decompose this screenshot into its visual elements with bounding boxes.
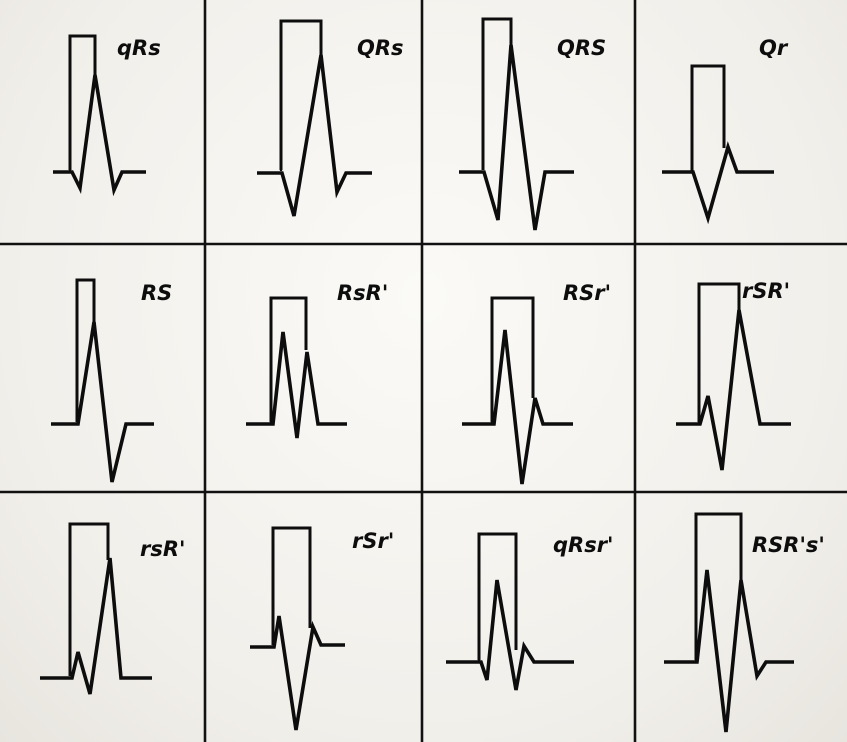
panel-qrs-10: rSr' [250, 526, 394, 731]
panel-qrs-7: RSr' [462, 281, 611, 485]
panel-qrs-1: qRs [53, 34, 161, 197]
qrs-waveform [446, 579, 574, 691]
panel-label: RSR's' [752, 533, 825, 557]
qrs-waveform [459, 44, 574, 231]
panel-label: QRs [357, 36, 404, 60]
qrs-duration-bracket [481, 17, 513, 170]
panel-qrs-3: QRS [459, 17, 606, 231]
panel-qrs-8: rSR' [676, 279, 791, 471]
qrs-duration-bracket [75, 278, 96, 422]
qrs-duration-bracket [279, 19, 323, 170]
panel-label: qRs [117, 36, 161, 60]
panel-label: Qr [759, 36, 789, 60]
panel-qrs-9: rsR' [40, 522, 185, 695]
panel-label: rsR' [140, 537, 185, 561]
panel-label: RS [141, 281, 172, 305]
qrs-waveform [462, 329, 573, 485]
qrs-waveform [676, 309, 791, 471]
qrs-duration-bracket [68, 522, 110, 676]
panel-qrs-5: RS [51, 278, 172, 483]
qrs-waveform [664, 569, 794, 733]
panel-qrs-4: Qr [662, 36, 789, 225]
qrs-waveform [51, 321, 154, 483]
panel-qrs-12: RSR's' [664, 512, 825, 733]
panel-qrs-6: RsR' [246, 281, 388, 439]
qrs-waveform [257, 54, 372, 217]
qrs-waveform [250, 615, 345, 731]
panel-label: RsR' [337, 281, 388, 305]
panel-label: rSr' [352, 529, 394, 553]
panel-label: RSr' [563, 281, 611, 305]
qrs-duration-bracket [477, 532, 518, 660]
qrs-waveform [40, 557, 152, 695]
panel-qrs-2: QRs [257, 19, 404, 217]
qrs-waveform [662, 141, 774, 225]
panel-label: QRS [557, 36, 606, 60]
panel-qrs-11: RSR's' qRsr' [446, 532, 614, 691]
qrs-waveform [53, 74, 146, 197]
panel-label: rSR' [742, 279, 790, 303]
qrs-duration-bracket [690, 64, 726, 172]
qrs-waveform [246, 331, 347, 439]
panel-label: qRsr' [553, 533, 614, 557]
